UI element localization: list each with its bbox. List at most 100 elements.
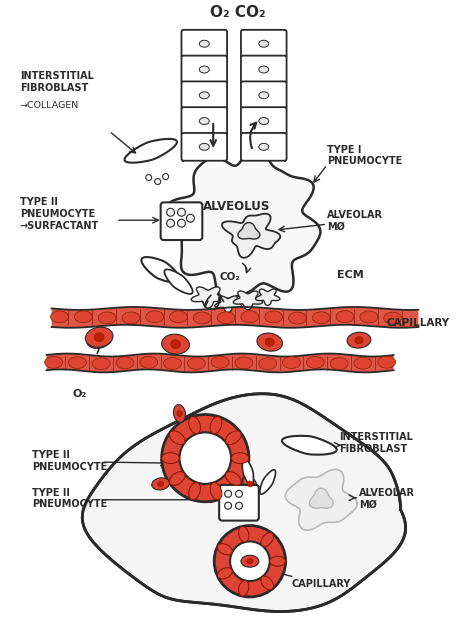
Ellipse shape [226,472,241,485]
Polygon shape [82,394,406,612]
FancyBboxPatch shape [182,55,227,83]
Polygon shape [255,289,280,305]
Ellipse shape [74,311,92,322]
Ellipse shape [173,404,185,422]
Ellipse shape [200,92,209,99]
Ellipse shape [217,312,235,324]
Ellipse shape [259,92,269,99]
Ellipse shape [336,311,354,322]
Ellipse shape [94,333,104,342]
Circle shape [236,490,243,497]
Ellipse shape [187,357,205,370]
Ellipse shape [193,312,211,324]
Circle shape [236,502,243,509]
Circle shape [214,525,285,597]
FancyBboxPatch shape [182,133,227,161]
Ellipse shape [85,327,113,347]
Polygon shape [125,139,177,163]
Ellipse shape [261,576,273,590]
Text: INTERSTITIAL
FIBROBLAST: INTERSTITIAL FIBROBLAST [20,71,94,93]
Ellipse shape [235,357,253,369]
Ellipse shape [200,66,209,73]
Circle shape [230,541,270,581]
Ellipse shape [257,333,283,351]
Text: CO₂: CO₂ [219,272,240,282]
Ellipse shape [312,312,330,324]
Ellipse shape [51,311,68,323]
Ellipse shape [270,556,285,566]
Ellipse shape [378,356,396,368]
Ellipse shape [360,311,378,323]
Ellipse shape [189,417,201,434]
Ellipse shape [116,357,134,369]
Text: TYPE II
PNEUMOCYTE: TYPE II PNEUMOCYTE [32,450,107,472]
Text: O₂: O₂ [72,389,86,399]
FancyBboxPatch shape [219,485,259,521]
Text: INTERSTITIAL
FIBROBLAST: INTERSTITIAL FIBROBLAST [339,432,413,454]
Ellipse shape [261,532,273,546]
Ellipse shape [289,312,306,324]
Ellipse shape [259,143,269,150]
Ellipse shape [247,481,253,487]
Text: O₂ CO₂: O₂ CO₂ [210,5,266,20]
Polygon shape [191,287,225,308]
Ellipse shape [152,478,170,490]
Ellipse shape [210,417,222,434]
FancyBboxPatch shape [241,81,287,109]
Ellipse shape [177,410,182,417]
Ellipse shape [231,453,249,464]
Ellipse shape [169,472,185,485]
FancyBboxPatch shape [241,107,287,135]
Ellipse shape [95,335,104,343]
Circle shape [166,209,174,216]
Ellipse shape [68,357,86,369]
Circle shape [162,415,249,502]
Ellipse shape [200,118,209,125]
Polygon shape [233,291,263,310]
Circle shape [225,490,231,497]
Text: ALVEOLUS: ALVEOLUS [203,200,271,213]
Polygon shape [52,307,419,328]
Ellipse shape [146,311,164,322]
Ellipse shape [169,431,185,445]
Ellipse shape [355,336,363,343]
Text: CAPILLARY: CAPILLARY [387,318,450,328]
Polygon shape [282,436,337,455]
Polygon shape [215,296,242,312]
Text: ALVEOLAR
MØ: ALVEOLAR MØ [359,488,415,509]
Ellipse shape [354,357,372,369]
Circle shape [163,174,169,179]
Ellipse shape [306,356,324,368]
Ellipse shape [211,356,229,368]
Text: ECM: ECM [337,270,364,280]
Ellipse shape [241,311,259,322]
Ellipse shape [92,358,110,370]
Ellipse shape [283,357,301,368]
Ellipse shape [164,357,182,370]
Ellipse shape [162,453,180,464]
Polygon shape [260,470,275,494]
Ellipse shape [265,338,274,346]
Ellipse shape [200,143,209,150]
Ellipse shape [218,568,232,579]
Ellipse shape [238,581,249,596]
Circle shape [166,219,174,227]
Ellipse shape [243,476,257,492]
Polygon shape [222,214,280,258]
Circle shape [178,219,185,227]
Ellipse shape [189,483,201,500]
Polygon shape [46,354,393,373]
FancyBboxPatch shape [241,30,287,58]
Ellipse shape [122,312,140,324]
Text: TYPE II
PNEUMOCYTE
→SURFACTANT: TYPE II PNEUMOCYTE →SURFACTANT [20,197,99,231]
Ellipse shape [384,312,401,324]
Ellipse shape [170,311,187,323]
Polygon shape [238,223,260,239]
Ellipse shape [157,481,164,487]
FancyBboxPatch shape [182,81,227,109]
Ellipse shape [200,40,209,47]
Text: →COLLAGEN: →COLLAGEN [20,101,79,110]
Ellipse shape [226,431,241,445]
Polygon shape [310,488,333,508]
Ellipse shape [247,558,253,564]
